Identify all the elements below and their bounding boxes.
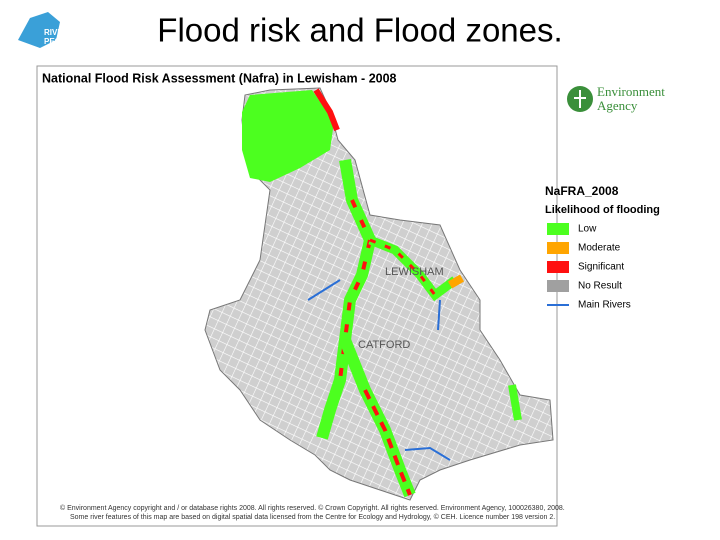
- agency-name: Agency: [597, 98, 638, 113]
- legend-swatch: [547, 223, 569, 235]
- place-label: CATFORD: [358, 339, 410, 351]
- place-label: LEWISHAM: [385, 266, 444, 278]
- legend: NaFRA_2008 Likelihood of flooding Low Mod…: [545, 184, 660, 310]
- legend-label: Significant: [578, 262, 624, 273]
- legend-subtitle: Likelihood of flooding: [545, 204, 660, 216]
- legend-title: NaFRA_2008: [545, 184, 619, 198]
- map-title: National Flood Risk Assessment (Nafra) i…: [42, 71, 397, 85]
- borough-map: LEWISHAM CATFORD: [204, 87, 554, 501]
- legend-label: Main Rivers: [578, 300, 631, 311]
- logo: RIVERS PEOPLE: [18, 12, 77, 48]
- agency-name: Environment: [597, 84, 665, 99]
- legend-swatch: [547, 261, 569, 273]
- logo-text: PEOPLE: [44, 37, 77, 46]
- copyright: © Environment Agency copyright and / or …: [60, 504, 565, 512]
- legend-label: Low: [578, 224, 597, 235]
- logo-text: RIVERS: [44, 28, 74, 37]
- slide-title: Flood risk and Flood zones.: [157, 12, 562, 49]
- legend-label: Moderate: [578, 243, 621, 254]
- legend-swatch: [547, 280, 569, 292]
- agency-logo: Environment Agency: [567, 84, 665, 113]
- legend-swatch: [547, 242, 569, 254]
- copyright: Some river features of this map are base…: [70, 513, 555, 521]
- legend-label: No Result: [578, 281, 622, 292]
